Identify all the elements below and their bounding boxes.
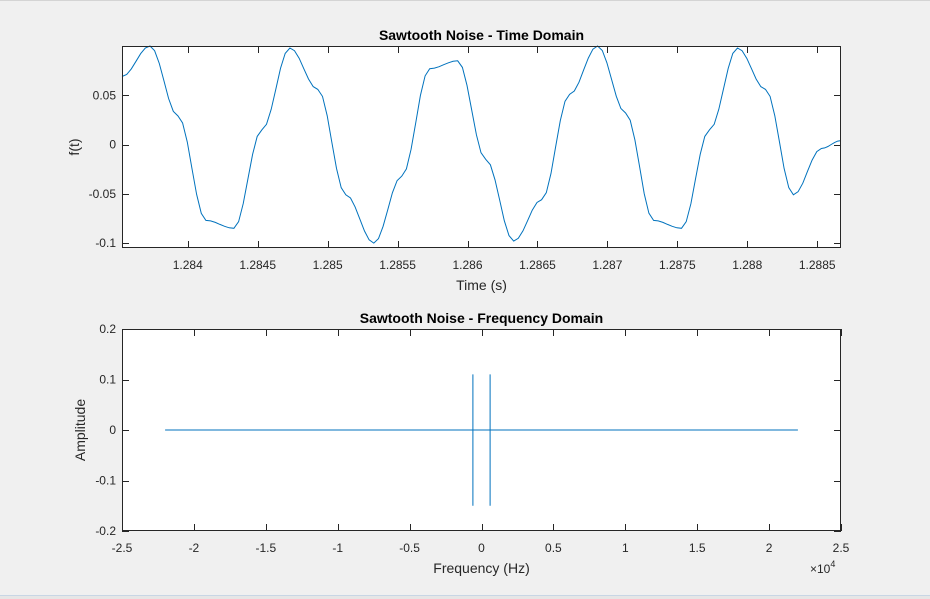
frequency-domain-ticks <box>122 329 842 532</box>
y-tick-label: 0 <box>109 423 116 437</box>
time-domain-axes-frame <box>122 46 841 248</box>
time-domain-plot-area <box>122 46 841 248</box>
frequency-domain-axes: -2.5 -2 -1.5 -1 -0.5 0 0.5 1 1.5 2 2.5 0.2 0.1 0 -0.1 -… <box>72 310 850 576</box>
x-tick-label: -2 <box>189 541 200 555</box>
x-tick-label: 1.285 <box>313 258 343 272</box>
x-tick-label: 1.288 <box>732 258 762 272</box>
x-tick-label: 1.2875 <box>659 258 696 272</box>
frequency-domain-axes-frame <box>122 329 841 531</box>
x-tick-label: 1.2855 <box>379 258 416 272</box>
time-domain-signal-line <box>121 45 842 244</box>
time-domain-tick-labels: 1.284 1.2845 1.285 1.2855 1.286 1.2865 1.287 1.… <box>89 88 836 272</box>
x-tick-label: 2.5 <box>833 541 850 555</box>
y-tick-label: 0.05 <box>93 88 117 102</box>
window-top-border <box>0 0 930 1</box>
y-tick-label: -0.2 <box>95 524 116 538</box>
time-domain-x-label: Time (s) <box>456 277 507 293</box>
x-tick-label: 2 <box>766 541 773 555</box>
x-tick-label: -1 <box>332 541 343 555</box>
y-tick-label: 0.1 <box>99 373 116 387</box>
x-tick-label: -0.5 <box>399 541 420 555</box>
time-domain-y-label: f(t) <box>66 138 82 155</box>
exponent-base: ×10 <box>810 562 831 576</box>
frequency-domain-x-label: Frequency (Hz) <box>433 560 529 576</box>
frequency-domain-tick-labels: -2.5 -2 -1.5 -1 -0.5 0 0.5 1 1.5 2 2.5 0.2 0.1 0 -0.1 -… <box>95 322 849 555</box>
x-tick-label: 1.284 <box>173 258 203 272</box>
window-bottom-border <box>0 595 930 599</box>
x-tick-label: 0 <box>478 541 485 555</box>
exponent-power: 4 <box>830 559 835 569</box>
y-tick-label: 0.2 <box>99 322 116 336</box>
y-tick-label: -0.1 <box>95 236 116 250</box>
x-tick-label: 0.5 <box>545 541 562 555</box>
x-tick-label: 1.2845 <box>239 258 276 272</box>
x-tick-label: 1.2865 <box>519 258 556 272</box>
x-tick-label: 1.286 <box>452 258 482 272</box>
frequency-domain-title: Sawtooth Noise - Frequency Domain <box>360 310 603 326</box>
frequency-domain-x-exponent: ×104 <box>810 559 835 576</box>
frequency-domain-spectrum-line <box>165 374 798 506</box>
x-tick-label: 1.5 <box>689 541 706 555</box>
time-domain-ticks <box>122 46 841 248</box>
time-domain-title: Sawtooth Noise - Time Domain <box>379 27 584 43</box>
y-tick-label: -0.05 <box>89 187 117 201</box>
y-tick-label: 0 <box>109 138 116 152</box>
x-tick-label: 1.287 <box>592 258 622 272</box>
frequency-domain-y-label: Amplitude <box>72 399 88 461</box>
x-tick-label: 1 <box>622 541 629 555</box>
time-domain-axes: 1.284 1.2845 1.285 1.2855 1.286 1.2865 1.287 1.… <box>66 27 842 293</box>
y-tick-label: -0.1 <box>95 474 116 488</box>
x-tick-label: -2.5 <box>112 541 133 555</box>
x-tick-label: 1.2885 <box>799 258 836 272</box>
x-tick-label: -1.5 <box>255 541 276 555</box>
